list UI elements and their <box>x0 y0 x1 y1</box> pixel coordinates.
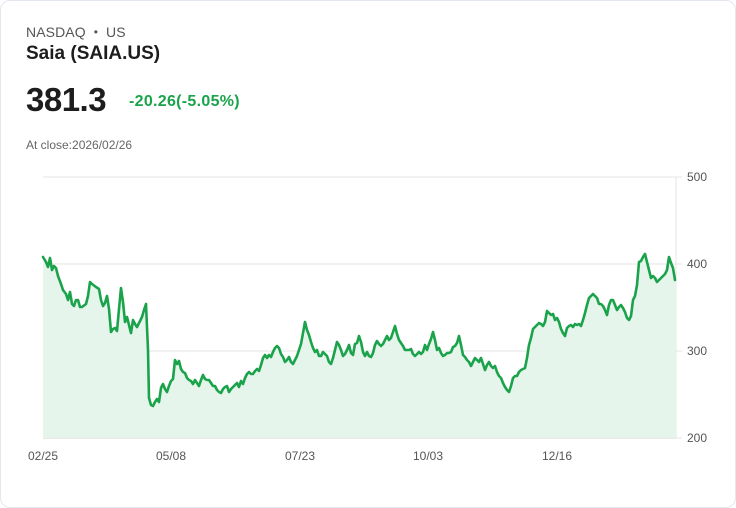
price-area-fill <box>43 254 676 438</box>
close-date: At close:2026/02/26 <box>26 138 133 152</box>
x-tick-0723: 07/23 <box>285 449 316 463</box>
y-tick-200: 200 <box>687 431 708 445</box>
x-tick-0225: 02/25 <box>28 449 59 463</box>
separator-dot: • <box>93 25 99 39</box>
y-tick-400: 400 <box>687 257 708 271</box>
x-tick-1003: 10/03 <box>413 449 444 463</box>
exchange-line: NASDAQ • US <box>26 24 126 40</box>
price-chart[interactable] <box>0 160 736 480</box>
stock-title: Saia (SAIA.US) <box>26 43 161 64</box>
x-tick-1216: 12/16 <box>542 449 573 463</box>
y-tick-500: 500 <box>687 170 708 184</box>
x-tick-0508: 05/08 <box>156 449 187 463</box>
y-tick-300: 300 <box>687 344 708 358</box>
price-line <box>41 252 677 408</box>
region: US <box>106 24 126 40</box>
current-price: 381.3 <box>26 81 107 118</box>
price-change: -20.26(-5.05%) <box>129 93 240 110</box>
exchange-name: NASDAQ <box>26 24 86 40</box>
